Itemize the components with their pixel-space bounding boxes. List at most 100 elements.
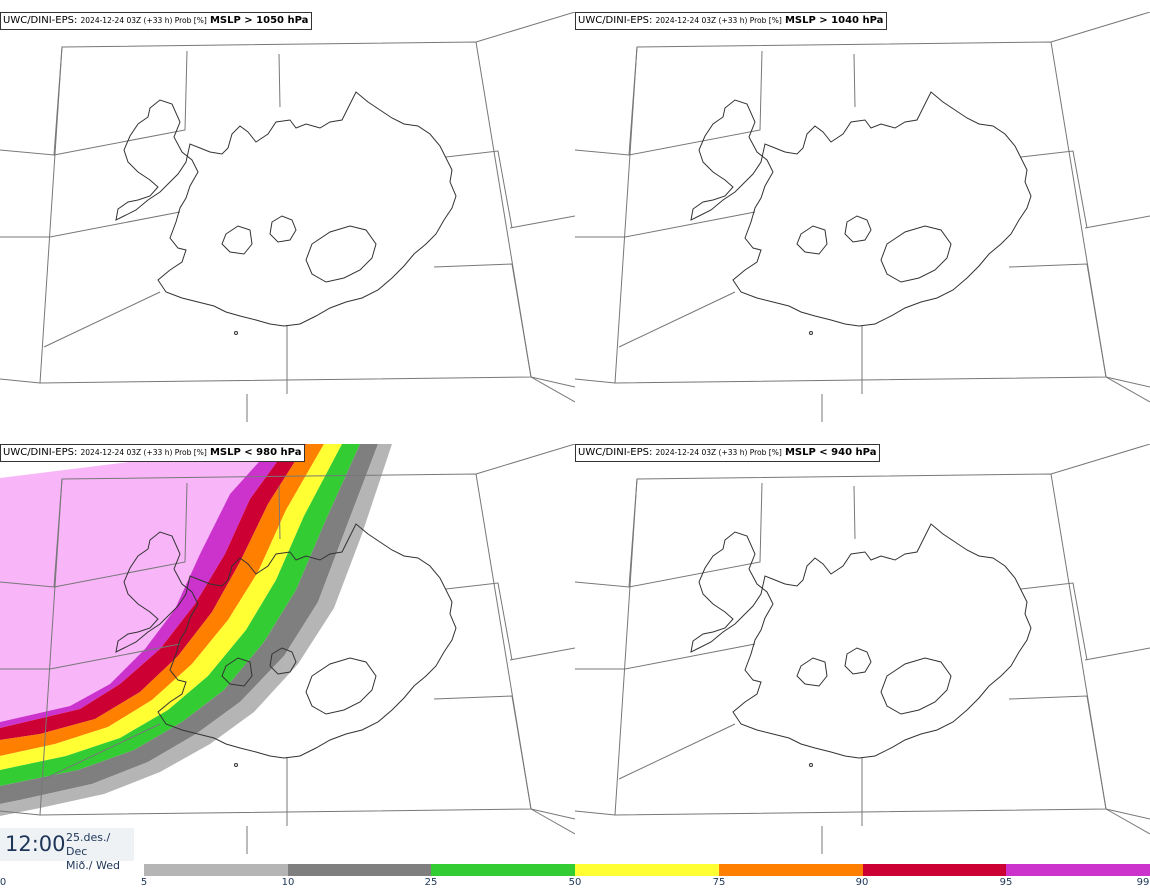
iceland-coastline [690,91,1032,327]
region-boundary [278,53,281,108]
region-boundary [628,482,763,588]
glacier-outline [305,225,377,283]
island-outline [234,763,238,767]
map-canvas [575,12,1150,422]
colorbar-tick-label: 5 [140,877,148,888]
glacier-outline [305,657,377,715]
map-canvas [0,444,575,854]
map-canvas [0,12,575,422]
region-boundary [1008,263,1107,378]
region-boundary [445,150,513,229]
region-boundary [624,211,756,238]
colorbar-tick-label: 99 [1136,877,1150,888]
prob-band-99 [0,444,275,722]
colorbar-segment [287,864,432,876]
region-boundary [43,723,161,780]
glacier-outline [269,647,297,675]
region-boundary [530,376,575,403]
map-panel-mslp-lt-980: UWC/DINI-EPS: 2024-12-24 03Z (+33 h) Pro… [0,444,575,864]
colorbar-tick-label: 95 [999,877,1013,888]
colorbar-segment [1006,864,1150,876]
glacier-outline [880,657,952,715]
iceland-coastline [115,91,457,327]
glacier-outline [269,215,297,243]
region-boundary [53,50,188,156]
region-boundary [1084,215,1150,229]
map-title: UWC/DINI-EPS: 2024-12-24 03Z (+33 h) Pro… [575,444,881,462]
region-boundary [575,378,616,384]
colorbar-tick-label: 25 [424,877,438,888]
region-boundary [1020,150,1088,229]
region-boundary [509,215,575,229]
region-boundary [278,485,281,540]
island-outline [809,331,813,335]
prob-band-25-50 [0,444,360,786]
region-boundary [575,478,638,588]
colorbar-segment [431,864,576,876]
glacier-outline [221,657,253,687]
region-boundary [0,378,41,384]
iceland-coastline [690,523,1032,759]
region-boundary [1050,444,1150,475]
region-boundary [475,12,575,43]
colorbar-tick-label: 0 [0,877,7,888]
valid-date-line1: 25.des./ Dec [66,831,111,858]
region-boundary [575,46,638,156]
region-boundary [853,485,856,540]
map-canvas [575,444,1150,854]
domain-boundary [39,41,532,384]
colorbar-tick-label: 10 [281,877,295,888]
region-boundary [1105,808,1150,835]
glacier-outline [844,647,872,675]
region-boundary [433,695,532,810]
region-boundary [53,482,188,588]
domain-boundary [614,473,1107,816]
prob-band-90-95 [0,444,306,740]
map-panel-mslp-lt-940: UWC/DINI-EPS: 2024-12-24 03Z (+33 h) Pro… [575,444,1150,864]
region-boundary [49,211,181,238]
glacier-outline [796,657,828,687]
region-boundary [445,582,513,661]
iceland-coastline [115,523,457,759]
probability-shading [0,444,392,816]
region-boundary [1105,376,1150,388]
colorbar-segment [144,864,288,876]
island-outline [234,331,238,335]
region-boundary [1008,695,1107,810]
region-boundary [1105,808,1150,820]
colorbar-segment [862,864,1007,876]
valid-time: 12:00 [5,832,66,856]
valid-time-box: 12:00 25.des./ Dec Mið./ Wed [0,828,134,872]
region-boundary [1020,582,1088,661]
map-panel-mslp-gt-1040: UWC/DINI-EPS: 2024-12-24 03Z (+33 h) Pro… [575,12,1150,432]
region-boundary [433,263,532,378]
prob-band-95-99 [0,444,290,728]
region-boundary [618,291,736,348]
region-boundary [1050,12,1150,43]
map-title: UWC/DINI-EPS: 2024-12-24 03Z (+33 h) Pro… [0,12,313,30]
colorbar-tick-label: 90 [855,877,869,888]
glacier-outline [844,215,872,243]
prob-band-75-90 [0,444,324,756]
region-boundary [475,444,575,475]
region-boundary [530,376,575,388]
probability-colorbar [144,864,1150,876]
region-boundary [0,810,41,816]
colorbar-segment [718,864,863,876]
region-boundary [575,810,616,816]
glacier-outline [221,225,253,255]
glacier-outline [880,225,952,283]
region-boundary [509,647,575,661]
region-boundary [628,50,763,156]
domain-boundary [614,41,1107,384]
colorbar-tick-label: 50 [568,877,582,888]
region-boundary [1084,647,1150,661]
region-boundary [43,291,161,348]
prob-band-5-10 [0,444,392,816]
prob-band-50-75 [0,444,342,770]
region-boundary [0,46,63,156]
region-boundary [618,723,736,780]
island-outline [809,763,813,767]
map-title: UWC/DINI-EPS: 2024-12-24 03Z (+33 h) Pro… [575,12,888,30]
region-boundary [530,808,575,835]
